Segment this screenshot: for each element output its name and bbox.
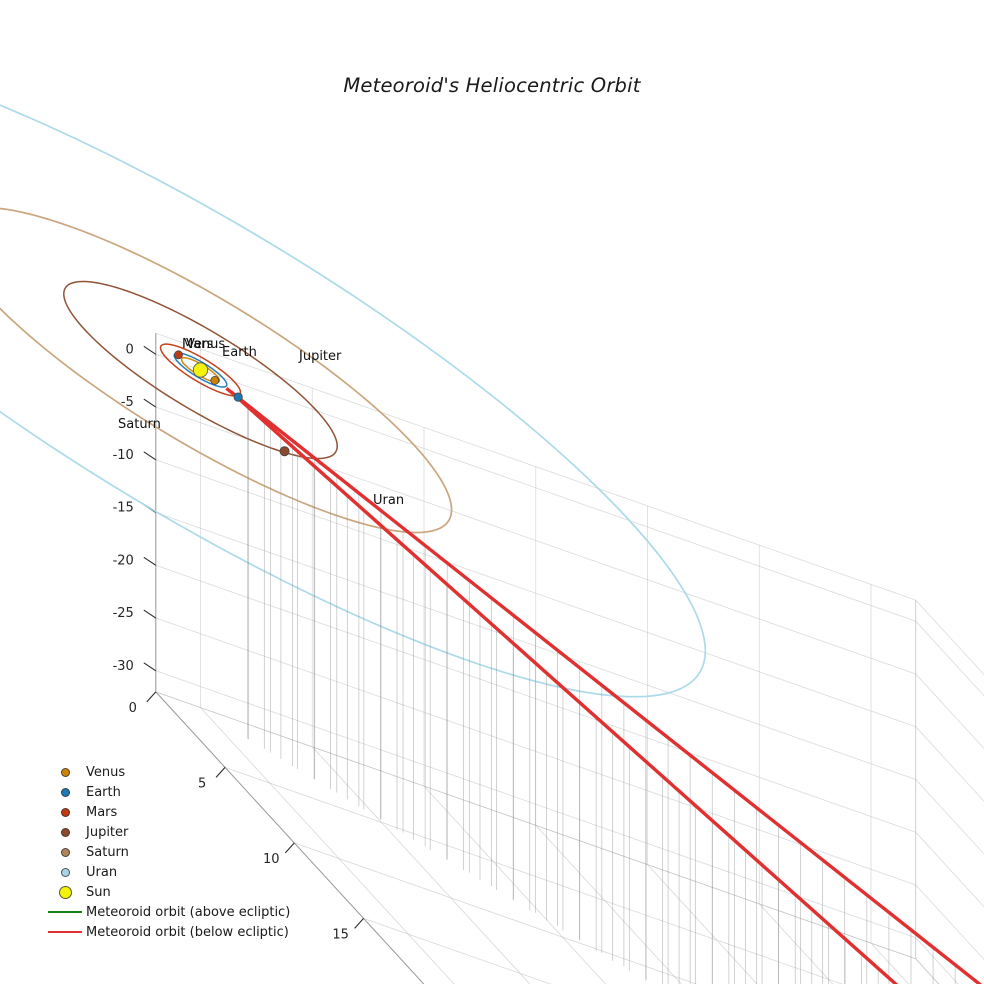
legend-dot-icon	[44, 807, 86, 817]
z-tick-label: -30	[113, 659, 134, 674]
legend-label: Venus	[86, 764, 126, 780]
z-tick-label: -20	[113, 553, 134, 568]
legend-swatch	[60, 867, 70, 877]
body-marker-jupiter[interactable]	[279, 446, 290, 457]
body-marker-sun[interactable]	[192, 362, 209, 378]
body-label-earth: Earth	[222, 345, 257, 360]
legend-item-jupiter[interactable]: Jupiter	[44, 822, 290, 842]
legend-swatch	[60, 847, 70, 857]
z-tick	[143, 345, 157, 355]
legend-label: Sun	[86, 884, 111, 900]
x-tick	[146, 691, 157, 703]
legend-item-sun[interactable]: Sun	[44, 882, 290, 902]
x-tick	[354, 918, 364, 929]
floor-gridline-y	[647, 864, 758, 984]
leftwall-gridline-h	[155, 332, 916, 601]
z-tick	[143, 556, 157, 566]
backwall-gridline-h	[915, 779, 984, 855]
body-label-mars: Mars	[182, 337, 214, 352]
backwall-gridline-h	[915, 831, 984, 908]
backwall-gridline-h	[915, 620, 984, 697]
floor-gridline-y	[200, 707, 455, 984]
floor-gridline-y	[535, 825, 682, 984]
legend-swatch	[60, 807, 70, 817]
orbit-path-jupiter	[63, 280, 338, 460]
body-marker-mars[interactable]	[174, 350, 183, 360]
legend-label: Mars	[86, 804, 118, 820]
legend-dot-icon	[44, 787, 86, 797]
x-tick-label: 0	[129, 701, 137, 716]
orbit-path-venus	[180, 357, 221, 383]
body-label-venus: Venus	[186, 337, 225, 352]
backwall-gridline-h	[915, 884, 984, 961]
legend-swatch	[60, 827, 70, 837]
floor-gridline-x	[294, 842, 698, 984]
legend-swatch	[60, 787, 70, 797]
z-tick	[143, 398, 157, 408]
legend-label: Meteoroid orbit (above ecliptic)	[86, 904, 291, 920]
body-label-jupiter: Jupiter	[298, 349, 342, 364]
legend-item-saturn[interactable]: Saturn	[44, 842, 290, 862]
backwall-gridline-h	[915, 673, 984, 750]
legend-item-venus[interactable]: Venus	[44, 762, 290, 782]
z-tick-label: -10	[113, 448, 134, 463]
z-tick	[143, 662, 157, 672]
legend-label: Meteoroid orbit (below ecliptic)	[86, 924, 289, 940]
legend-label: Saturn	[86, 844, 129, 860]
legend-dot-icon	[44, 767, 86, 777]
z-tick-label: -25	[113, 606, 134, 621]
legend-label: Jupiter	[86, 824, 129, 840]
x-tick-label: 10	[263, 852, 280, 867]
z-tick-label: -15	[113, 501, 134, 516]
floor-gridline-y	[758, 903, 834, 984]
meteoroid-orbit-below	[229, 390, 899, 984]
x-axis-spine	[155, 691, 425, 984]
legend: Venus Earth Mars Jupiter Saturn Uran Sun Meteor…	[44, 762, 290, 942]
legend-dot-icon	[44, 847, 86, 857]
backwall-gridline-h	[915, 726, 984, 802]
orbit-path-mars	[159, 343, 242, 397]
legend-swatch	[60, 767, 70, 777]
orbit-path-earth	[173, 352, 228, 388]
legend-label: Uran	[86, 864, 118, 880]
floor-gridline-x	[363, 918, 552, 984]
z-tick	[143, 451, 157, 461]
z-tick-label: 0	[126, 342, 134, 357]
legend-swatch	[48, 931, 82, 933]
x-tick	[284, 842, 295, 854]
body-marker-earth[interactable]	[233, 392, 243, 402]
x-tick-label: 15	[332, 927, 349, 942]
leftwall-gridline-h	[155, 353, 916, 622]
legend-item-meteoroid-orbit-above-ecliptic[interactable]: Meteoroid orbit (above ecliptic)	[44, 902, 290, 922]
body-label-saturn: Saturn	[118, 417, 161, 432]
leftwall-gridline-h	[155, 459, 916, 728]
body-label-uran: Uran	[373, 493, 404, 508]
legend-item-mars[interactable]: Mars	[44, 802, 290, 822]
legend-item-earth[interactable]: Earth	[44, 782, 290, 802]
legend-item-meteoroid-orbit-below-ecliptic[interactable]: Meteoroid orbit (below ecliptic)	[44, 922, 290, 942]
legend-line-icon	[44, 911, 86, 913]
x-tick-label: 5	[198, 776, 206, 791]
legend-line-icon	[44, 931, 86, 933]
backwall-gridline-h	[915, 599, 984, 676]
legend-item-uran[interactable]: Uran	[44, 862, 290, 882]
legend-dot-icon	[44, 867, 86, 877]
legend-swatch	[58, 885, 72, 899]
floor-gridline-y	[311, 746, 531, 984]
z-tick	[143, 609, 157, 619]
legend-swatch	[48, 911, 82, 913]
floor-gridline-y	[423, 785, 607, 984]
legend-label: Earth	[86, 784, 121, 800]
chart-title: Meteoroid's Heliocentric Orbit	[343, 74, 641, 97]
meteoroid-orbit-below	[225, 386, 983, 984]
orbit-path-saturn	[0, 207, 453, 534]
body-marker-venus[interactable]	[210, 376, 220, 385]
legend-dot-icon	[44, 827, 86, 837]
orbit-path-uran	[0, 104, 707, 698]
x-tick	[215, 767, 226, 778]
legend-dot-icon	[44, 885, 86, 899]
